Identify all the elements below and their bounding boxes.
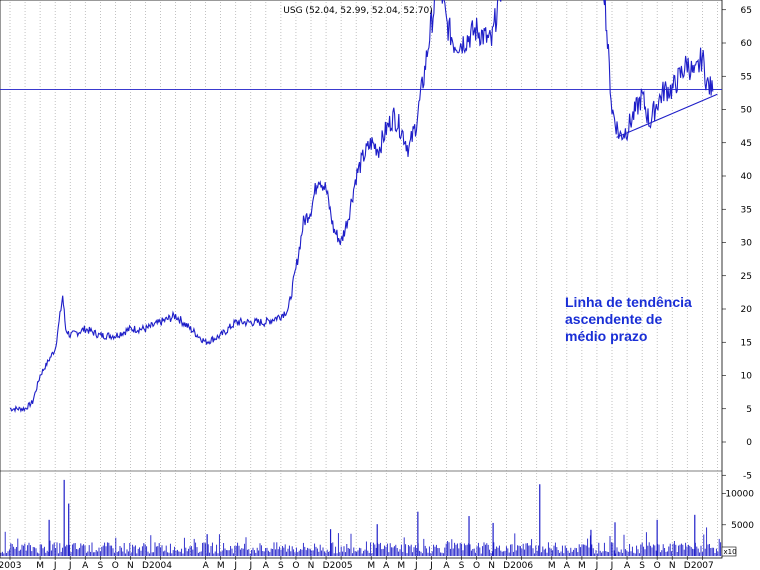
x-tick-label: A [443, 561, 450, 570]
price-series-line [9, 0, 714, 414]
x-tick-label: A [564, 561, 571, 570]
x-tick-label: M [397, 561, 405, 570]
x-tick-label: D [323, 561, 330, 570]
x-axis-ticks: 2003 M J J A S O N D 2004 A M J J A S O N D 2005 M A M J J A S O N D 2… [0, 556, 714, 570]
price-layer [0, 0, 722, 414]
volume-scale-box [721, 546, 737, 557]
x-tick-label: M [367, 561, 375, 570]
x-tick-label: A [203, 561, 210, 570]
x-tick-label: 2006 [510, 561, 533, 570]
volume-tick-label: 5000 [731, 521, 754, 531]
x-tick-label: O [292, 561, 299, 570]
x-tick-label: M [578, 561, 586, 570]
price-tick-label: 25 [741, 272, 752, 282]
x-tick-label: J [248, 561, 252, 570]
x-tick-label: J [233, 561, 237, 570]
price-tick-label: 45 [741, 139, 752, 149]
x-tick-label: O [473, 561, 480, 570]
x-tick-label: S [639, 561, 645, 570]
x-tick-label: 2005 [330, 561, 353, 570]
plot-frame [0, 0, 723, 559]
volume-scale-label: x10 [724, 548, 737, 556]
x-tick-label: D [142, 561, 149, 570]
price-tick-label: 60 [741, 39, 753, 49]
price-tick-label: 0 [746, 438, 752, 448]
x-tick-label: A [624, 561, 631, 570]
x-tick-label: D [684, 561, 691, 570]
x-tick-label: J [68, 561, 72, 570]
x-tick-label: D [503, 561, 510, 570]
price-tick-label: 20 [741, 305, 753, 315]
x-tick-label: J [595, 561, 599, 570]
volume-layer [0, 479, 723, 556]
price-tick-label: 10 [741, 372, 753, 382]
x-tick-label: 2003 [0, 561, 21, 570]
price-tick-label: 30 [741, 239, 753, 249]
x-tick-label: O [112, 561, 119, 570]
x-tick-label: S [278, 561, 284, 570]
annotation-line-3: médio prazo [565, 328, 647, 344]
price-tick-label: -5 [743, 471, 752, 481]
x-tick-label: N [488, 561, 495, 570]
x-tick-label: S [459, 561, 465, 570]
volume-tick-label: 10000 [725, 490, 754, 500]
chart-title: USG (52.04, 52.99, 52.04, 52.70) [283, 6, 432, 16]
annotation-line-2: ascendente de [565, 311, 662, 327]
x-tick-label: N [127, 561, 134, 570]
grid-layer [0, 0, 723, 559]
x-tick-label: S [97, 561, 103, 570]
price-tick-label: 15 [741, 338, 752, 348]
price-tick-label: 40 [741, 172, 753, 182]
y-axis-ticks: 1301251201151101051009590858075706560555… [722, 6, 754, 531]
price-tick-label: 50 [741, 106, 753, 116]
x-tick-label: M [548, 561, 556, 570]
price-tick-label: 5 [746, 405, 752, 415]
x-tick-label: N [308, 561, 315, 570]
x-tick-label: J [429, 561, 433, 570]
x-tick-label: 2007 [691, 561, 714, 570]
x-tick-label: J [414, 561, 418, 570]
x-tick-label: M [217, 561, 225, 570]
x-tick-label: 2004 [149, 561, 172, 570]
annotation-line-1: Linha de tendência [565, 294, 692, 310]
x-tick-label: A [82, 561, 89, 570]
price-tick-label: 55 [741, 72, 752, 82]
x-tick-label: O [654, 561, 661, 570]
x-tick-label: A [263, 561, 270, 570]
x-tick-label: N [669, 561, 676, 570]
price-tick-label: 65 [741, 6, 752, 16]
trend-line [616, 93, 718, 138]
x-tick-label: M [36, 561, 44, 570]
x-tick-label: A [383, 561, 390, 570]
x-tick-label: J [610, 561, 614, 570]
price-tick-label: 35 [741, 205, 752, 215]
x-tick-label: J [53, 561, 57, 570]
